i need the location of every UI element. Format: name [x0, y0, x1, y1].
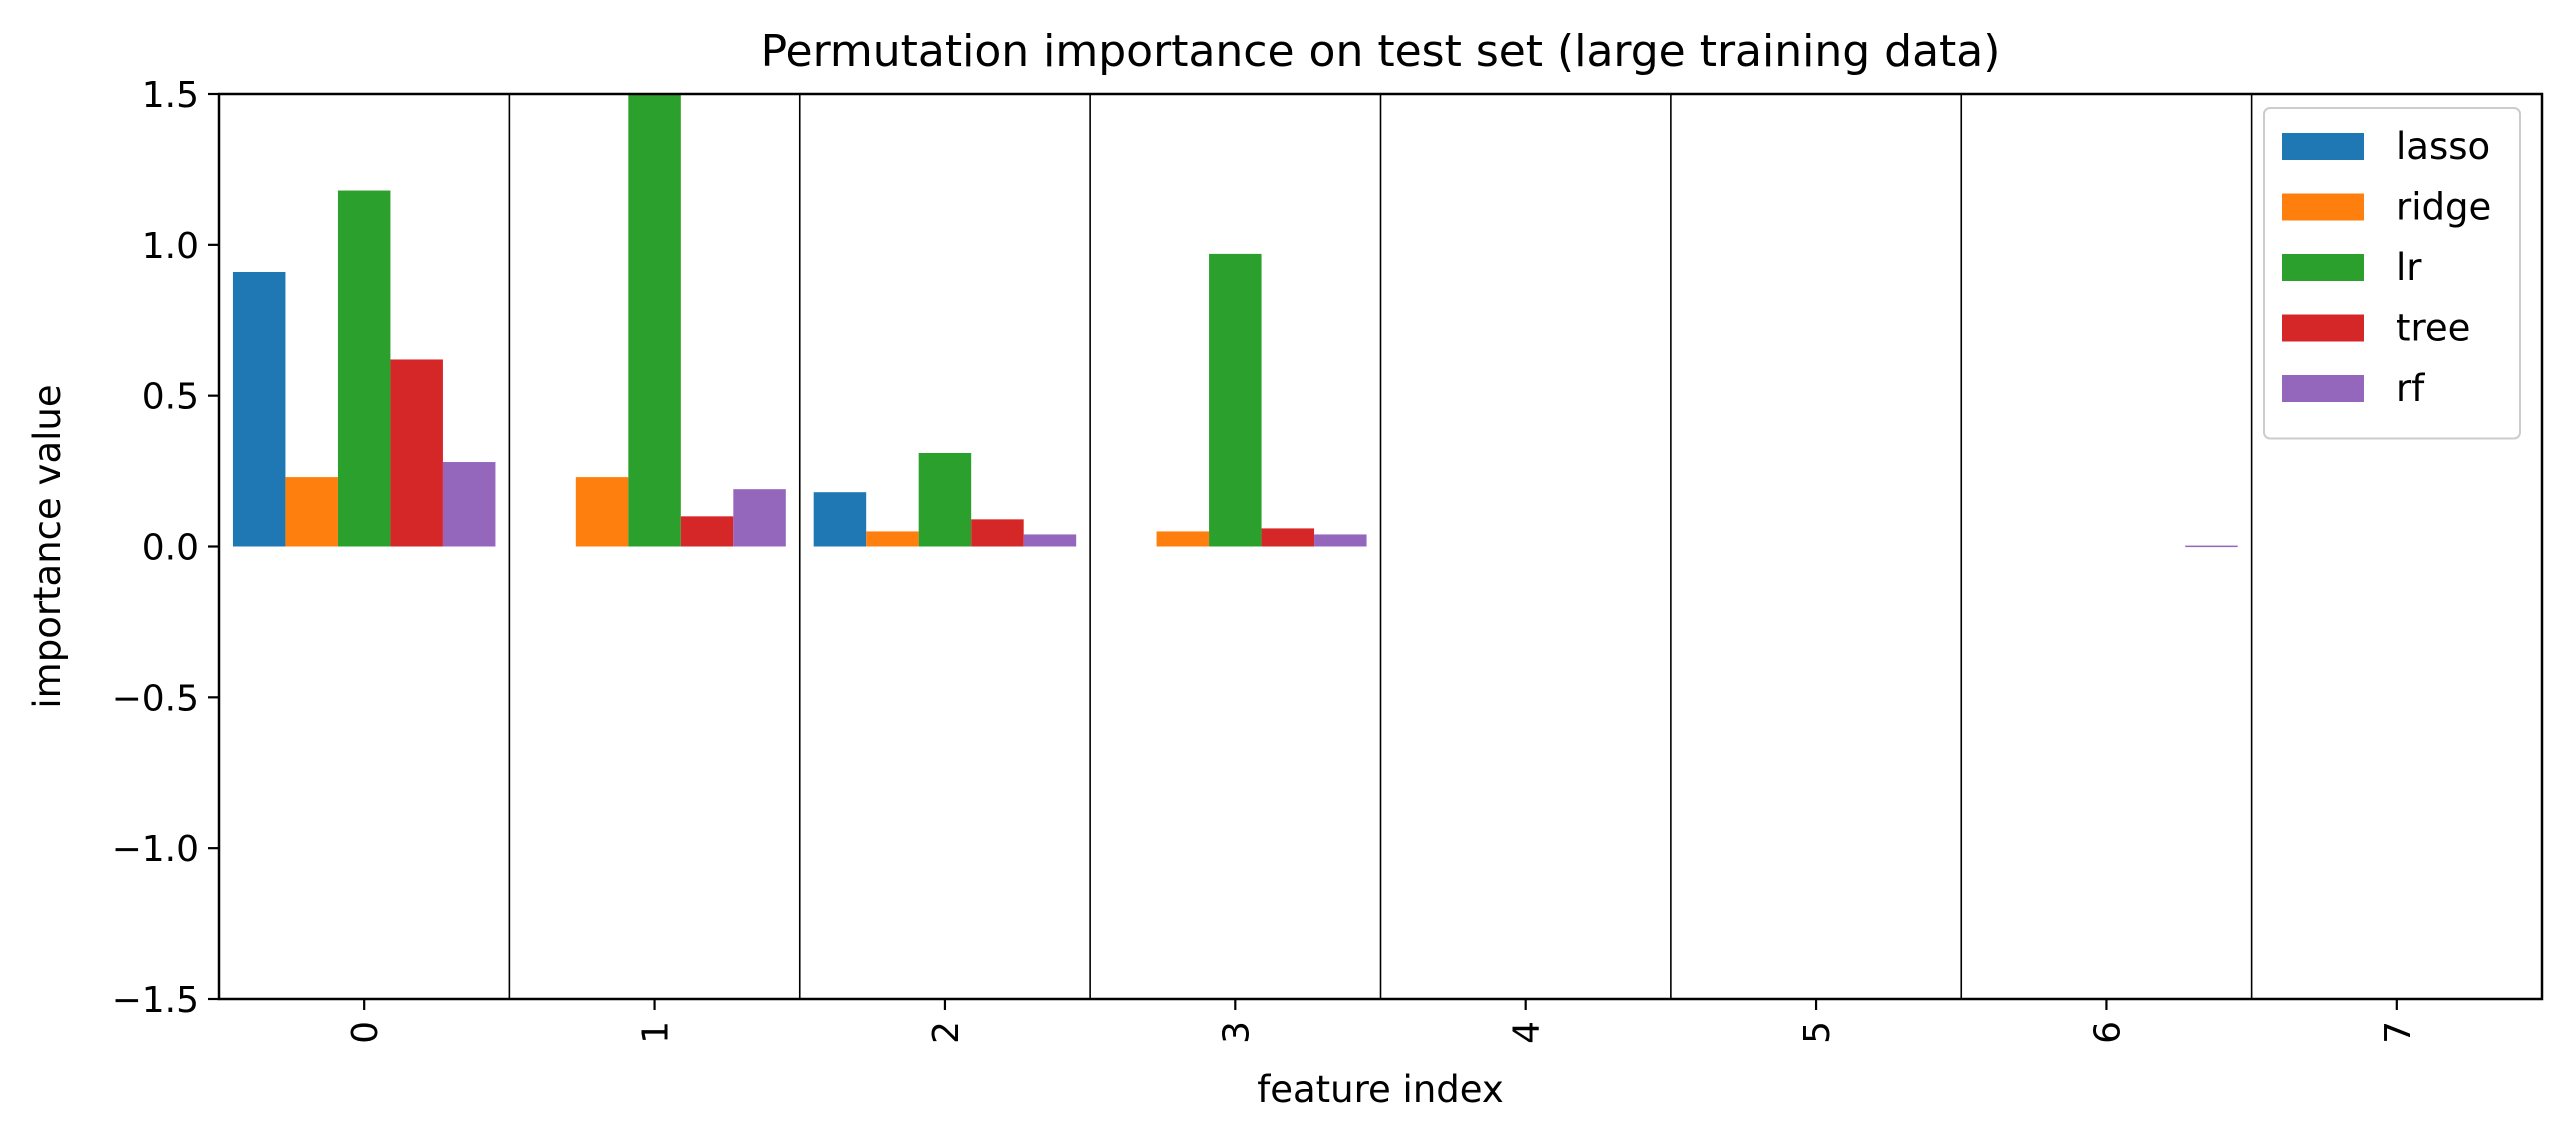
bar-tree-feature-2 — [971, 519, 1024, 547]
legend-label-lasso: lasso — [2396, 125, 2490, 168]
x-axis-ticks: 0 1 2 3 4 5 6 7 — [345, 999, 2419, 1044]
plot-frame — [217, 92, 2544, 1001]
x-tick-label: 3 — [1216, 1021, 1257, 1044]
bar-lr-feature-3 — [1209, 253, 1262, 547]
bar-ridge-feature-1 — [575, 477, 629, 547]
x-tick-label: 5 — [1797, 1021, 1838, 1044]
y-tick-label: 0.5 — [142, 377, 199, 418]
bar-lr-feature-0 — [337, 190, 391, 547]
x-tick-label: 4 — [1507, 1021, 1548, 1044]
bar-rf-feature-0 — [442, 462, 496, 547]
legend-swatch-rf — [2282, 375, 2364, 402]
bar-rf-feature-1 — [733, 489, 786, 547]
bar-lr-feature-1 — [628, 94, 681, 547]
y-axis-label: importance value — [26, 384, 69, 708]
x-tick-label: 1 — [636, 1021, 677, 1044]
y-tick-label: −1.0 — [112, 829, 199, 870]
bar-tree-feature-1 — [680, 516, 734, 547]
bar-lasso-feature-2 — [813, 492, 867, 547]
y-tick-label: 1.0 — [142, 226, 199, 267]
bar-lr-feature-2 — [918, 452, 972, 547]
legend-label-ridge: ridge — [2396, 186, 2491, 229]
legend-box — [2263, 107, 2521, 440]
legend-label-lr: lr — [2396, 246, 2422, 289]
bar-tree-feature-0 — [390, 359, 443, 547]
bar-ridge-feature-2 — [866, 531, 919, 547]
legend-swatch-ridge — [2282, 193, 2364, 221]
x-tick-label: 2 — [926, 1021, 967, 1044]
bar-tree-feature-3 — [1261, 528, 1315, 547]
legend-label-rf: rf — [2396, 367, 2425, 410]
legend-swatch-lasso — [2282, 133, 2364, 160]
y-tick-label: −1.5 — [112, 980, 199, 1021]
y-tick-label: −0.5 — [112, 678, 199, 719]
legend-swatch-lr — [2282, 254, 2364, 281]
bar-rf-feature-2 — [1023, 534, 1077, 547]
legend-label-tree: tree — [2396, 307, 2470, 350]
feature-separators — [508, 94, 2253, 999]
y-tick-label: 1.5 — [142, 75, 199, 116]
bar-rf-feature-3 — [1314, 534, 1367, 547]
legend-swatch-tree — [2282, 314, 2364, 342]
x-tick-label: 6 — [2087, 1021, 2128, 1044]
y-tick-label: 0.0 — [142, 528, 199, 569]
bar-ridge-feature-3 — [1156, 531, 1210, 547]
chart-title: Permutation importance on test set (larg… — [761, 26, 2001, 77]
bar-lasso-feature-0 — [232, 271, 286, 547]
y-axis-ticks: −1.5 −1.0 −0.5 0.0 0.5 1.0 1.5 — [112, 75, 219, 1021]
legend: lasso ridge lr tree rf — [2263, 107, 2521, 440]
bars-layer — [232, 94, 2238, 548]
bar-ridge-feature-0 — [285, 477, 338, 547]
x-axis-label: feature index — [1257, 1068, 1504, 1111]
x-tick-label: 7 — [2378, 1021, 2419, 1044]
bar-rf-feature-6 — [2185, 545, 2238, 548]
x-tick-label: 0 — [345, 1021, 386, 1044]
